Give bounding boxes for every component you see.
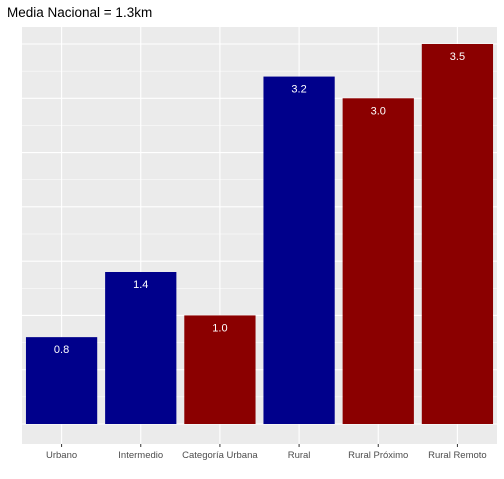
plot-panel [22, 27, 497, 444]
data-label: 0.8 [54, 344, 69, 356]
bar [184, 315, 256, 424]
bar [263, 76, 335, 425]
x-tick-label: Intermedio [118, 450, 163, 461]
data-label: 3.0 [371, 105, 386, 117]
x-tick-label: Rural Remoto [428, 450, 487, 461]
x-tick-label: Rural Próximo [348, 450, 408, 461]
x-tick-label: Categoría Urbana [182, 450, 258, 461]
bars [25, 44, 494, 425]
data-label: 3.2 [291, 84, 306, 96]
data-label: 1.0 [212, 322, 227, 334]
value-labels: 0.8 1.4 1.0 3.2 3.0 3.5 [54, 51, 465, 356]
chart-title: Media Nacional = 1.3km [7, 5, 152, 20]
data-label: 1.4 [133, 279, 148, 291]
bar [25, 337, 98, 424]
bar [342, 98, 414, 425]
data-label: 3.5 [450, 51, 465, 63]
x-tick-label: Rural [288, 450, 311, 461]
x-axis: Urbano Intermedio Categoría Urbana Rural Rur… [46, 444, 487, 461]
bar [105, 272, 177, 424]
bar [421, 44, 494, 424]
x-tick-label: Urbano [46, 450, 77, 461]
